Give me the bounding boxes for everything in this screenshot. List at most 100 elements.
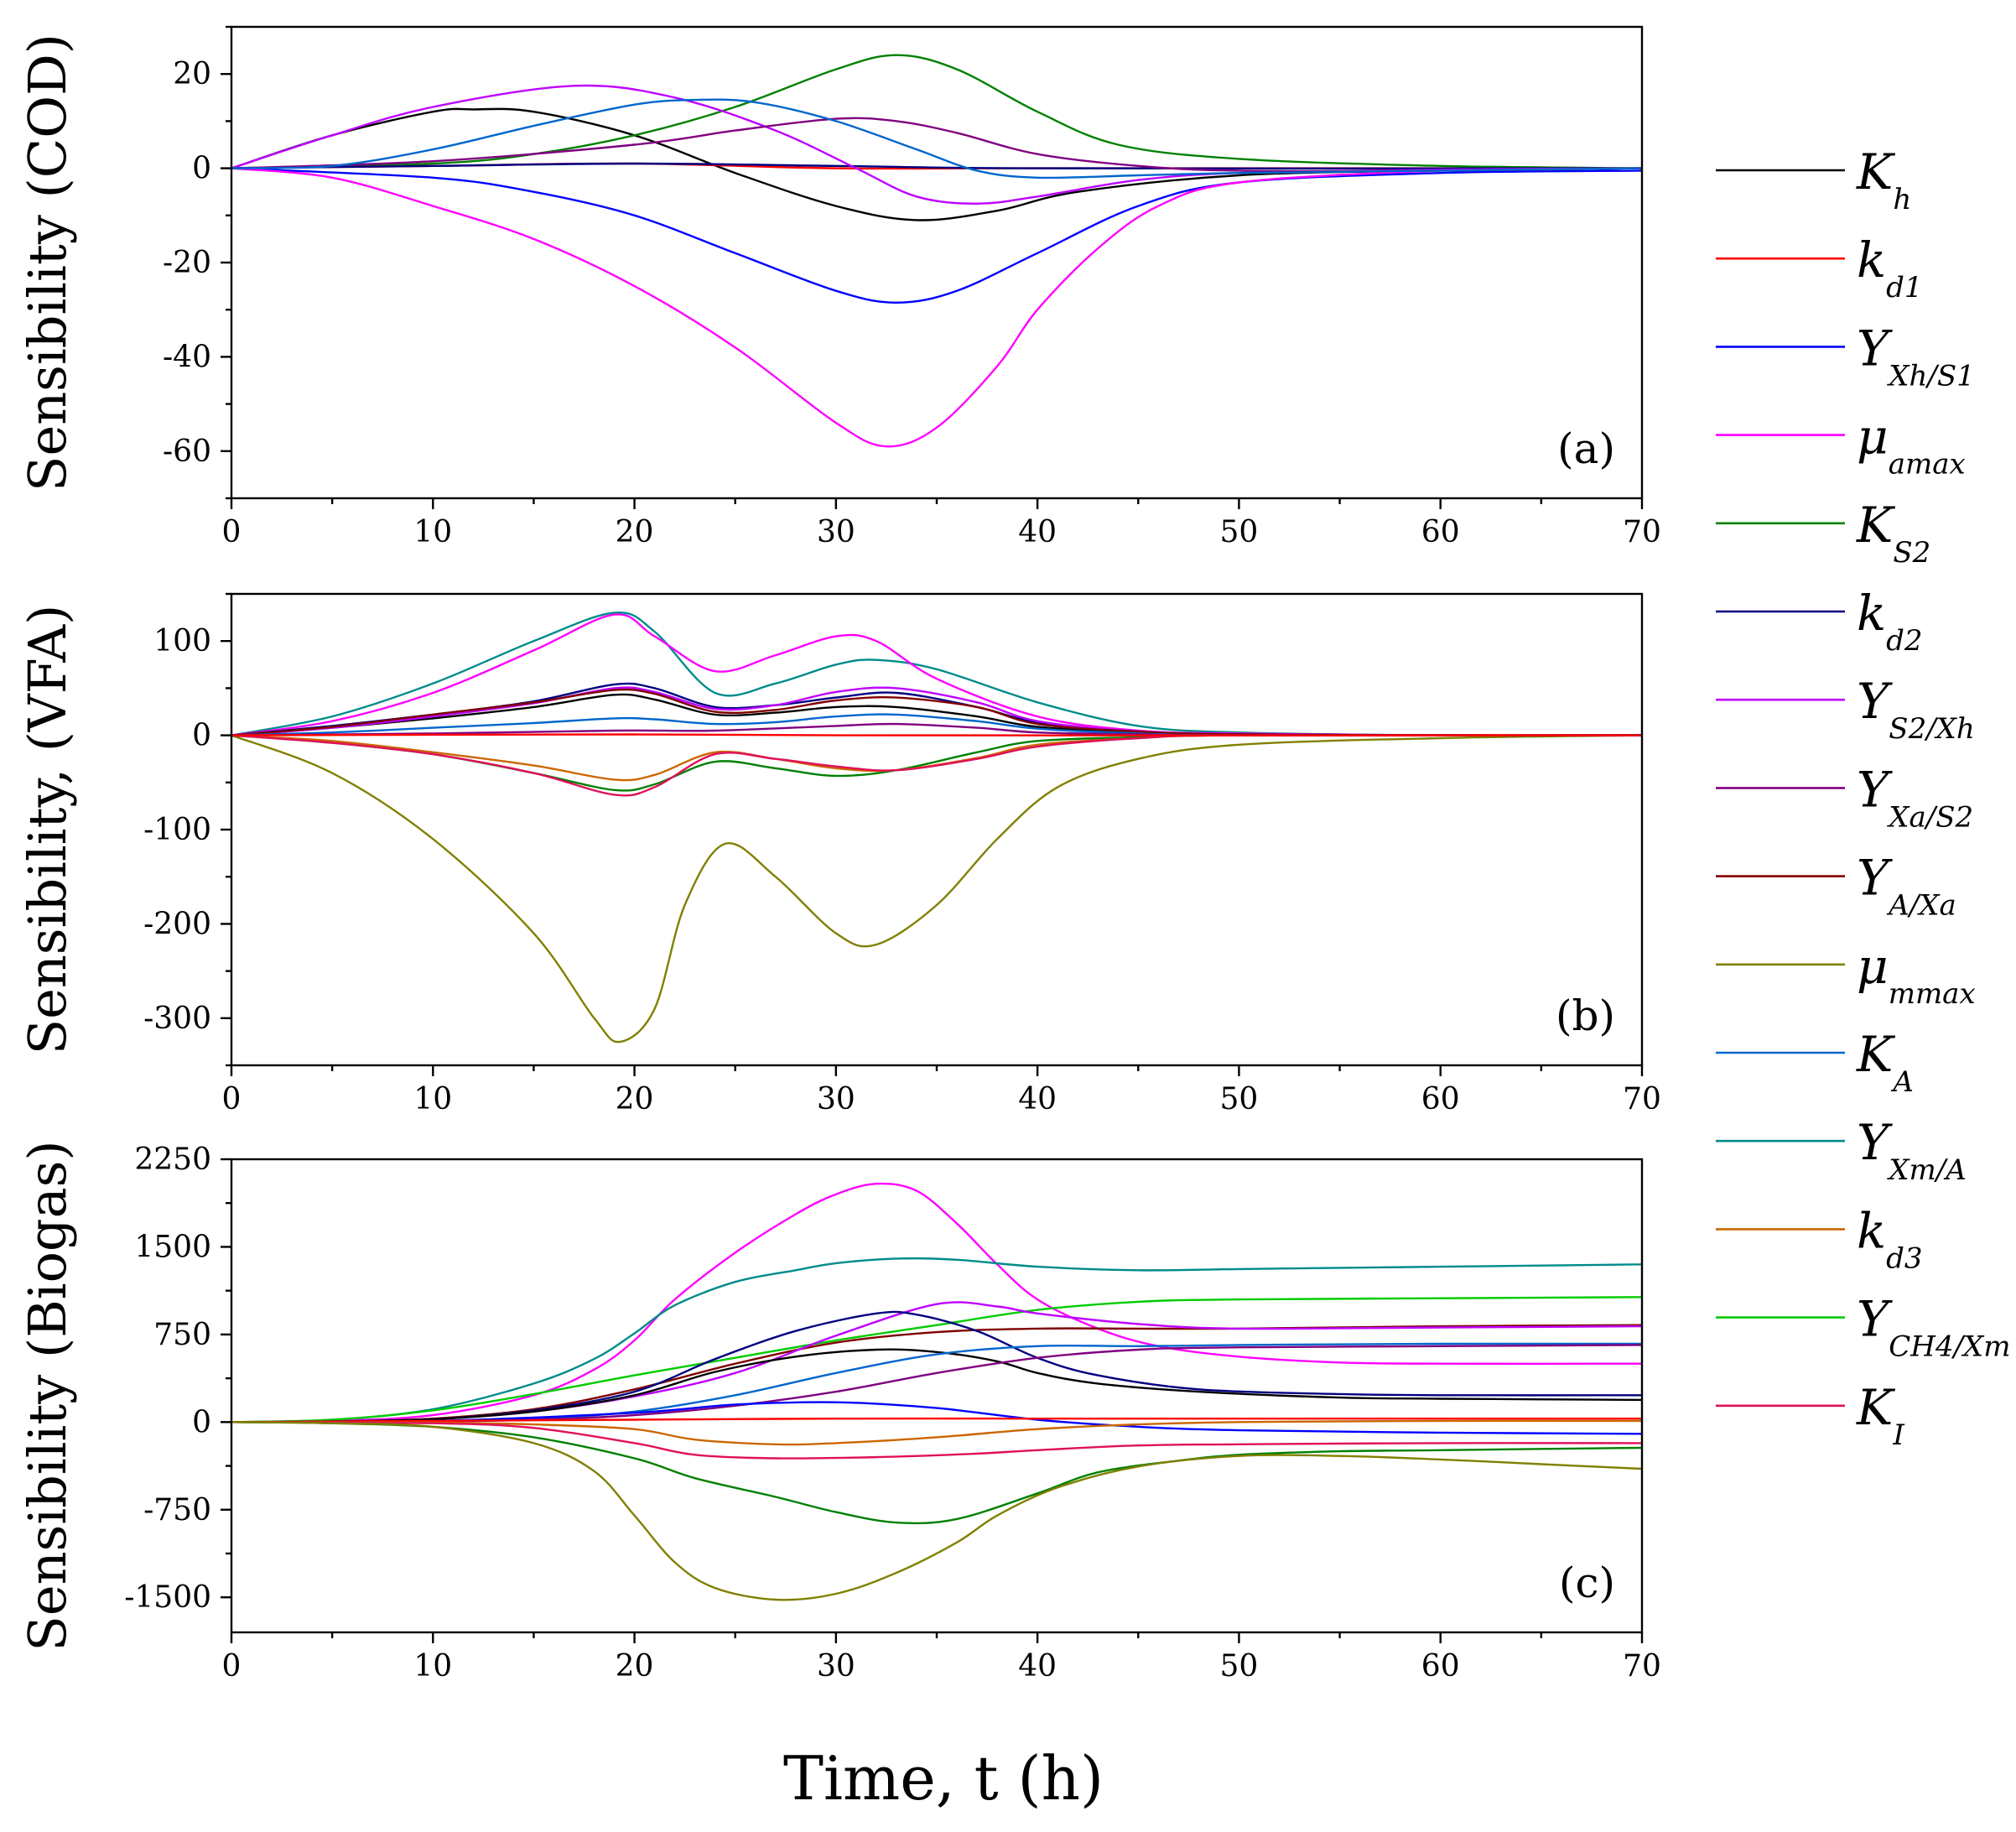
legend-symbol: K [1856, 1379, 1896, 1436]
series-line-kd2 [231, 162, 1642, 170]
legend-item: kd1 [1716, 232, 1923, 304]
legend-subscript: I [1892, 1418, 1904, 1452]
legend-subscript: S2/Xh [1889, 712, 1974, 746]
y-tick-label: -60 [163, 435, 211, 469]
x-tick-label: 60 [1421, 515, 1460, 549]
y-tick-label: 2250 [134, 1142, 211, 1177]
x-tick-label: 50 [1220, 515, 1259, 549]
legend-symbol: Y [1857, 850, 1893, 907]
y-axis-title: Sensibility (COD) [17, 34, 78, 492]
x-tick-label: 20 [616, 515, 654, 549]
series-group [231, 54, 1642, 448]
legend-item: Kh [1716, 143, 1911, 216]
legend-subscript: CH4/Xm [1889, 1330, 2010, 1364]
x-tick-label: 10 [413, 515, 452, 549]
x-tick-label: 30 [817, 1082, 855, 1116]
legend-subscript: S2 [1893, 536, 1930, 570]
series-line-kd1 [231, 1417, 1642, 1423]
y-tick-label: -100 [143, 813, 211, 847]
legend-item: YA/Xa [1716, 850, 1956, 923]
legend-item: YXa/S2 [1716, 761, 1973, 834]
legend-symbol: Y [1857, 1114, 1893, 1171]
legend-item: KS2 [1716, 497, 1930, 570]
x-tick-label: 50 [1220, 1082, 1259, 1116]
legend-label: μmmax [1857, 938, 1976, 1011]
x-tick-label: 10 [413, 1082, 452, 1116]
legend-item: YS2/Xh [1716, 673, 1975, 746]
legend-item: YCH4/Xm [1716, 1291, 2011, 1364]
legend: Khkd1YXh/S1μamaxKS2kd2YS2/XhYXa/S2YA/Xaμ… [1716, 143, 2011, 1452]
panel-tag: (b) [1556, 991, 1615, 1040]
x-axis-title: Time, t (h) [783, 1743, 1104, 1814]
series-line-ki [231, 1421, 1642, 1460]
legend-label: YXm/A [1857, 1114, 1967, 1187]
legend-item: μmmax [1716, 938, 1976, 1011]
legend-item: kd3 [1716, 1202, 1923, 1275]
legend-subscript: A/Xa [1886, 889, 1956, 923]
x-tick-label: 40 [1018, 515, 1057, 549]
legend-label: kd1 [1857, 232, 1923, 304]
legend-label: KA [1856, 1026, 1914, 1099]
panel-tag: (c) [1559, 1559, 1615, 1607]
series-line--mmax [231, 734, 1642, 1044]
legend-symbol: k [1857, 232, 1886, 289]
legend-label: YCH4/Xm [1857, 1291, 2011, 1364]
legend-item: μamax [1716, 409, 1966, 481]
x-tick-label: 10 [413, 1649, 452, 1684]
y-tick-label: 750 [153, 1318, 211, 1352]
series-line-ks2 [231, 1421, 1642, 1525]
series-line-kd1 [231, 733, 1642, 736]
legend-subscript: d3 [1886, 1241, 1922, 1275]
series-line-kd3 [231, 1419, 1642, 1446]
panel-c: 0 10 20 30 40 50 60 70 -1500 -750 0 750 1500 2250 Sens… [17, 1140, 1661, 1684]
legend-subscript: h [1893, 183, 1911, 216]
series-line--amax [231, 1182, 1642, 1423]
x-tick-label: 0 [222, 1649, 242, 1684]
legend-label: YA/Xa [1857, 850, 1956, 923]
y-axis-title: Sensibility, (VFA) [17, 605, 78, 1055]
legend-item: YXh/S1 [1716, 320, 1975, 393]
x-tick-label: 30 [817, 515, 855, 549]
legend-label: YXa/S2 [1857, 761, 1973, 834]
x-tick-label: 30 [817, 1649, 855, 1684]
y-tick-label: 100 [153, 624, 211, 658]
legend-label: μamax [1857, 409, 1966, 481]
legend-item: KA [1716, 1026, 1914, 1099]
legend-label: kd3 [1857, 1202, 1923, 1275]
series-line--amax [231, 167, 1642, 448]
legend-subscript: amax [1889, 448, 1966, 481]
x-tick-label: 0 [222, 515, 242, 549]
series-line-ka [231, 98, 1642, 180]
legend-label: KS2 [1856, 497, 1930, 570]
y-tick-label: 0 [192, 152, 211, 186]
legend-item: YXm/A [1716, 1114, 1967, 1187]
y-tick-label: 0 [192, 719, 211, 753]
legend-subscript: d2 [1886, 624, 1922, 658]
legend-subscript: Xa/S2 [1886, 800, 1973, 834]
y-tick-label: -40 [163, 340, 211, 374]
x-tick-label: 40 [1018, 1649, 1057, 1684]
y-tick-label: -300 [143, 1002, 211, 1036]
legend-label: KI [1856, 1379, 1904, 1452]
x-tick-label: 70 [1623, 1649, 1661, 1684]
legend-item: KI [1716, 1379, 1904, 1452]
legend-symbol: μ [1857, 938, 1889, 995]
series-group [231, 1182, 1642, 1601]
legend-subscript: Xh/S1 [1886, 359, 1974, 393]
legend-subscript: A [1890, 1065, 1914, 1099]
series-line-kh [231, 1348, 1642, 1423]
y-tick-label: -750 [143, 1493, 211, 1528]
legend-symbol: K [1856, 497, 1896, 554]
legend-label: YS2/Xh [1857, 673, 1975, 746]
x-tick-label: 20 [616, 1082, 654, 1116]
series-line-ych4-xm [231, 1296, 1642, 1423]
y-tick-label: -1500 [124, 1580, 211, 1615]
legend-symbol: Y [1857, 761, 1893, 818]
legend-subscript: mmax [1889, 977, 1976, 1011]
x-tick-label: 60 [1421, 1082, 1460, 1116]
legend-symbol: K [1856, 1026, 1896, 1083]
y-tick-label: 0 [192, 1405, 211, 1439]
y-tick-label: -200 [143, 907, 211, 941]
